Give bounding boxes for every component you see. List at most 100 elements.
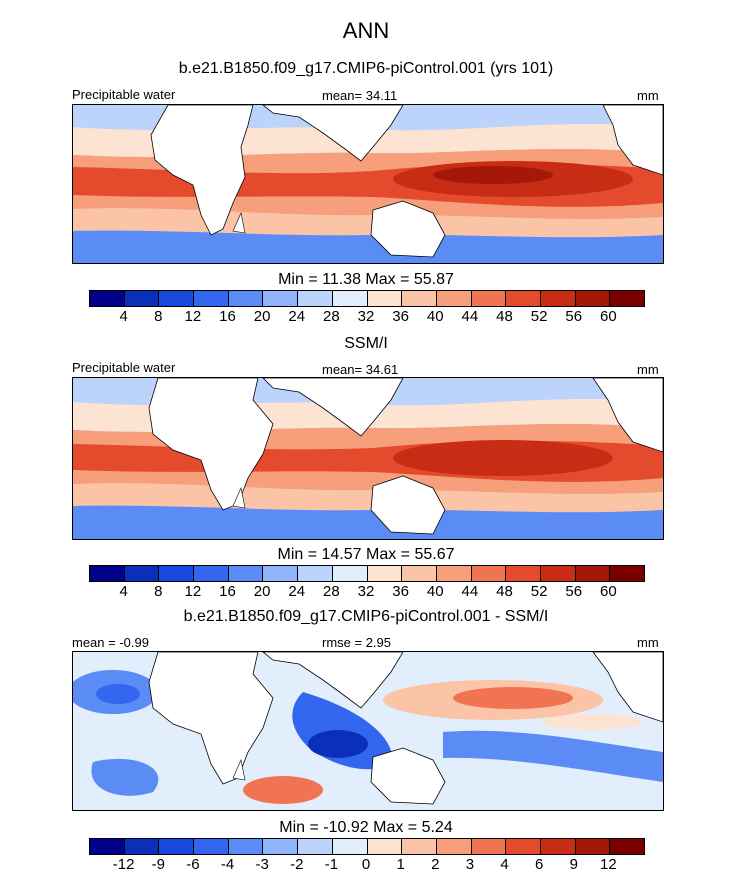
panel1-swatch xyxy=(472,291,507,306)
panel2-swatch xyxy=(368,566,403,581)
panel2-minmax: Min = 14.57 Max = 55.67 xyxy=(0,546,732,564)
panel3-swatch xyxy=(437,839,472,854)
panel2-units-label: mm xyxy=(637,362,659,377)
panel3-swatch xyxy=(159,839,194,854)
panel3-atlantic-north-core xyxy=(96,684,140,704)
panel3-pacific-north-core xyxy=(453,687,573,709)
panel2-swatch xyxy=(333,566,368,581)
panel1-tick-label: 56 xyxy=(565,308,582,325)
panel2-swatch xyxy=(263,566,298,581)
panel3-tick-label: -9 xyxy=(152,856,165,873)
panel3-tick-label: -3 xyxy=(255,856,268,873)
panel1-tick-label: 16 xyxy=(219,308,236,325)
panel2-variable-label: Precipitable water xyxy=(72,360,175,375)
panel2-tick-label: 40 xyxy=(427,583,444,600)
panel1-tick-label: 52 xyxy=(531,308,548,325)
panel2-tick-label: 8 xyxy=(154,583,162,600)
panel3-swatch xyxy=(368,839,403,854)
panel1-colorbar-ticks: 4 8 12 16 20 24 28 32 36 40 44 48 52 56 … xyxy=(89,308,645,326)
panel3-colorbar xyxy=(89,838,645,855)
panel3-tick-label: -6 xyxy=(186,856,199,873)
panel1-swatch xyxy=(194,291,229,306)
panel1-map-svg xyxy=(73,105,663,263)
panel3-swatch xyxy=(506,839,541,854)
panel1-swatch xyxy=(368,291,403,306)
panel1-swatch xyxy=(90,291,125,306)
panel1-colorbar xyxy=(89,290,645,307)
panel1-mean-label: mean= 34.11 xyxy=(322,88,397,103)
panel3-swatch xyxy=(263,839,298,854)
panel1-swatch xyxy=(437,291,472,306)
panel1-map xyxy=(72,104,664,264)
panel3-tick-label: 2 xyxy=(431,856,439,873)
panel1-swatch xyxy=(263,291,298,306)
panel3-swatch xyxy=(541,839,576,854)
panel3-tick-label: -2 xyxy=(290,856,303,873)
panel2-tick-label: 44 xyxy=(462,583,479,600)
panel2-map-svg xyxy=(73,378,663,539)
panel2-tick-label: 20 xyxy=(254,583,271,600)
panel1-tick-label: 28 xyxy=(323,308,340,325)
panel3-swatch xyxy=(472,839,507,854)
panel2-swatch xyxy=(472,566,507,581)
panel3-tick-label: -4 xyxy=(221,856,234,873)
panel3-east-pacific-wet xyxy=(543,714,643,730)
panel3-swatch xyxy=(610,839,644,854)
panel3-indian-dry-core xyxy=(308,730,368,758)
panel3-colorbar-ticks: -12 -9 -6 -4 -3 -2 -1 0 1 2 3 4 6 9 12 xyxy=(89,856,645,874)
panel2-swatch xyxy=(194,566,229,581)
panel3-title: b.e21.B1850.f09_g17.CMIP6-piControl.001 … xyxy=(0,608,732,626)
panel1-swatch xyxy=(229,291,264,306)
panel3-swatch xyxy=(194,839,229,854)
panel2-swatch xyxy=(576,566,611,581)
panel3-swatch xyxy=(125,839,160,854)
panel1-tick-label: 60 xyxy=(600,308,617,325)
panel3-swatch xyxy=(333,839,368,854)
panel1-swatch xyxy=(159,291,194,306)
panel3-swatch xyxy=(90,839,125,854)
panel2-tick-label: 16 xyxy=(219,583,236,600)
panel1-tick-label: 4 xyxy=(119,308,127,325)
panel3-tick-label: 1 xyxy=(396,856,404,873)
panel2-tick-label: 60 xyxy=(600,583,617,600)
panel2-swatch xyxy=(90,566,125,581)
panel3-tick-label: 4 xyxy=(500,856,508,873)
panel1-warm-pool-core xyxy=(433,166,553,184)
panel1-variable-label: Precipitable water xyxy=(72,87,175,102)
panel2-swatch xyxy=(437,566,472,581)
panel3-units-label: mm xyxy=(637,635,659,650)
panel3-swatch xyxy=(576,839,611,854)
panel1-swatch xyxy=(576,291,611,306)
panel3-map xyxy=(72,651,664,811)
panel2-tick-label: 24 xyxy=(288,583,305,600)
panel1-units-label: mm xyxy=(637,88,659,103)
panel2-swatch xyxy=(229,566,264,581)
panel1-swatch xyxy=(125,291,160,306)
panel2-tick-label: 48 xyxy=(496,583,513,600)
panel2-tick-label: 56 xyxy=(565,583,582,600)
panel1-tick-label: 36 xyxy=(392,308,409,325)
panel2-tick-label: 32 xyxy=(358,583,375,600)
panel3-tick-label: -1 xyxy=(325,856,338,873)
panel2-title: SSM/I xyxy=(0,335,732,353)
panel2-map xyxy=(72,377,664,540)
panel3-tick-label: -12 xyxy=(113,856,135,873)
panel2-tick-label: 36 xyxy=(392,583,409,600)
panel3-tick-label: 9 xyxy=(570,856,578,873)
panel1-tick-label: 44 xyxy=(462,308,479,325)
panel2-colorbar-ticks: 4 8 12 16 20 24 28 32 36 40 44 48 52 56 … xyxy=(89,583,645,601)
panel2-swatch xyxy=(541,566,576,581)
panel3-tick-label: 3 xyxy=(466,856,474,873)
panel1-tick-label: 32 xyxy=(358,308,375,325)
panel3-rmse-label: rmse = 2.95 xyxy=(322,635,391,650)
panel2-swatch xyxy=(610,566,644,581)
main-title: ANN xyxy=(0,18,732,44)
panel3-swatch xyxy=(402,839,437,854)
panel2-tick-label: 12 xyxy=(185,583,202,600)
panel1-tick-label: 40 xyxy=(427,308,444,325)
panel1-swatch xyxy=(506,291,541,306)
panel3-tick-label: 0 xyxy=(362,856,370,873)
panel1-tick-label: 24 xyxy=(288,308,305,325)
panel1-tick-label: 8 xyxy=(154,308,162,325)
panel2-swatch xyxy=(402,566,437,581)
